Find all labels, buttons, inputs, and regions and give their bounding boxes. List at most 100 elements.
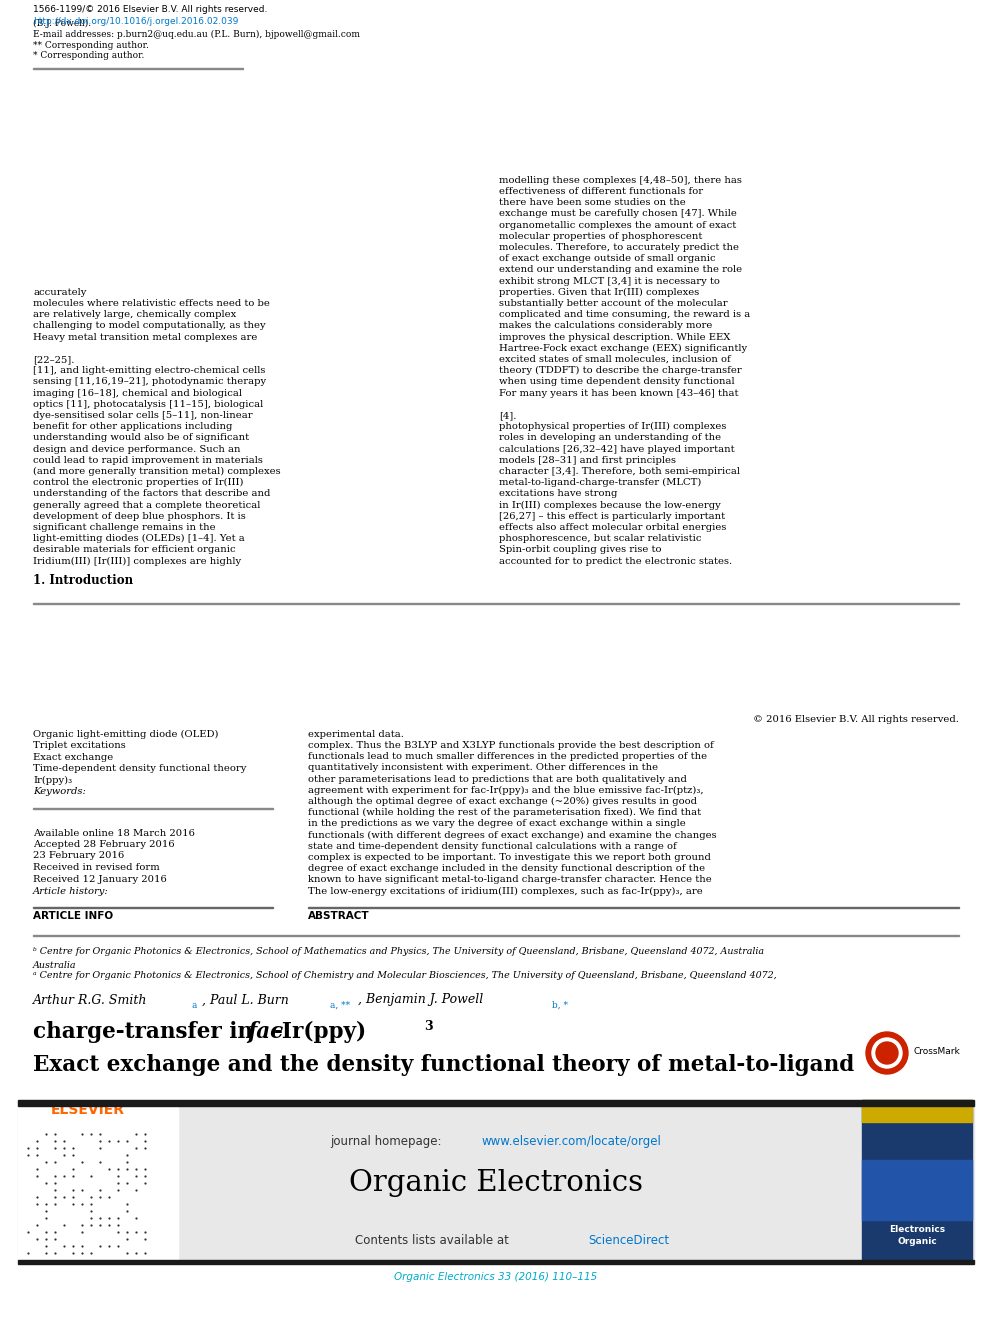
- Text: in the predictions as we vary the degree of exact exchange within a single: in the predictions as we vary the degree…: [308, 819, 685, 828]
- Text: ABSTRACT: ABSTRACT: [308, 912, 370, 921]
- Text: ELSEVIER: ELSEVIER: [51, 1103, 125, 1117]
- Text: quantitatively inconsistent with experiment. Other differences in the: quantitatively inconsistent with experim…: [308, 763, 658, 773]
- Bar: [862, 1099, 972, 1122]
- Text: excited states of small molecules, inclusion of: excited states of small molecules, inclu…: [499, 355, 731, 364]
- Text: accurately: accurately: [33, 287, 86, 296]
- Text: are relatively large, chemically complex: are relatively large, chemically complex: [33, 310, 236, 319]
- Text: extend our understanding and examine the role: extend our understanding and examine the…: [499, 266, 742, 274]
- Text: molecules where relativistic effects need to be: molecules where relativistic effects nee…: [33, 299, 270, 308]
- Text: Exact exchange and the density functional theory of metal-to-ligand: Exact exchange and the density functiona…: [33, 1054, 854, 1076]
- Text: E-mail addresses: p.burn2@uq.edu.au (P.L. Burn), bjpowell@gmail.com: E-mail addresses: p.burn2@uq.edu.au (P.L…: [33, 29, 360, 38]
- Text: Exact exchange: Exact exchange: [33, 753, 113, 762]
- Text: imaging [16–18], chemical and biological: imaging [16–18], chemical and biological: [33, 389, 242, 397]
- Text: www.elsevier.com/locate/orgel: www.elsevier.com/locate/orgel: [482, 1135, 662, 1147]
- Text: Received 12 January 2016: Received 12 January 2016: [33, 875, 167, 884]
- Text: The low-energy excitations of iridium(III) complexes, such as fac-Ir(ppy)₃, are: The low-energy excitations of iridium(II…: [308, 886, 702, 896]
- Text: Ir(ppy)₃: Ir(ppy)₃: [33, 775, 72, 785]
- Bar: [18, 1099, 178, 1259]
- Text: character [3,4]. Therefore, both semi-empirical: character [3,4]. Therefore, both semi-em…: [499, 467, 740, 476]
- Text: 3: 3: [424, 1020, 433, 1033]
- Text: Time-dependent density functional theory: Time-dependent density functional theory: [33, 763, 246, 773]
- Text: 23 February 2016: 23 February 2016: [33, 852, 124, 860]
- Text: ᵇ Centre for Organic Photonics & Electronics, School of Mathematics and Physics,: ᵇ Centre for Organic Photonics & Electro…: [33, 947, 764, 957]
- Text: , Paul L. Burn: , Paul L. Burn: [202, 994, 293, 1007]
- Text: design and device performance. Such an: design and device performance. Such an: [33, 445, 240, 454]
- Text: (B.J. Powell).: (B.J. Powell).: [33, 19, 91, 28]
- Text: there have been some studies on the: there have been some studies on the: [499, 198, 685, 208]
- Text: journal homepage:: journal homepage:: [330, 1135, 445, 1147]
- Text: ᵃ Centre for Organic Photonics & Electronics, School of Chemistry and Molecular : ᵃ Centre for Organic Photonics & Electro…: [33, 971, 777, 980]
- Text: control the electronic properties of Ir(III): control the electronic properties of Ir(…: [33, 478, 243, 487]
- Text: substantially better account of the molecular: substantially better account of the mole…: [499, 299, 727, 308]
- Text: -Ir(ppy): -Ir(ppy): [274, 1021, 367, 1043]
- Text: generally agreed that a complete theoretical: generally agreed that a complete theoret…: [33, 500, 260, 509]
- Text: functionals lead to much smaller differences in the predicted properties of the: functionals lead to much smaller differe…: [308, 751, 707, 761]
- Text: Hartree-Fock exact exchange (EEX) significantly: Hartree-Fock exact exchange (EEX) signif…: [499, 344, 747, 353]
- Text: Available online 18 March 2016: Available online 18 March 2016: [33, 828, 194, 837]
- Text: © 2016 Elsevier B.V. All rights reserved.: © 2016 Elsevier B.V. All rights reserved…: [753, 714, 959, 724]
- Text: Iridium(III) [Ir(III)] complexes are highly: Iridium(III) [Ir(III)] complexes are hig…: [33, 557, 241, 565]
- Text: optics [11], photocatalysis [11–15], biological: optics [11], photocatalysis [11–15], bio…: [33, 400, 263, 409]
- Text: could lead to rapid improvement in materials: could lead to rapid improvement in mater…: [33, 455, 263, 464]
- Text: functionals (with different degrees of exact exchange) and examine the changes: functionals (with different degrees of e…: [308, 831, 716, 840]
- Text: Heavy metal transition metal complexes are: Heavy metal transition metal complexes a…: [33, 332, 257, 341]
- Text: understanding of the factors that describe and: understanding of the factors that descri…: [33, 490, 271, 499]
- Text: roles in developing an understanding of the: roles in developing an understanding of …: [499, 434, 721, 442]
- Text: modelling these complexes [4,48–50], there has: modelling these complexes [4,48–50], the…: [499, 176, 742, 185]
- Text: For many years it has been known [43–46] that: For many years it has been known [43–46]…: [499, 389, 738, 397]
- Text: http://dx.doi.org/10.1016/j.orgel.2016.02.039: http://dx.doi.org/10.1016/j.orgel.2016.0…: [33, 16, 238, 25]
- Text: b, *: b, *: [552, 1000, 568, 1009]
- Text: Arthur R.G. Smith: Arthur R.G. Smith: [33, 994, 152, 1007]
- Text: a, **: a, **: [330, 1000, 350, 1009]
- Bar: [18, 1259, 974, 1263]
- Text: 1. Introduction: 1. Introduction: [33, 574, 133, 587]
- Text: theory (TDDFT) to describe the charge-transfer: theory (TDDFT) to describe the charge-tr…: [499, 366, 742, 376]
- Text: effects also affect molecular orbital energies: effects also affect molecular orbital en…: [499, 523, 726, 532]
- Text: dye-sensitised solar cells [5–11], non-linear: dye-sensitised solar cells [5–11], non-l…: [33, 411, 253, 419]
- Text: organometallic complexes the amount of exact: organometallic complexes the amount of e…: [499, 221, 736, 229]
- Text: known to have significant metal-to-ligand charge-transfer character. Hence the: known to have significant metal-to-ligan…: [308, 876, 711, 884]
- Text: Received in revised form: Received in revised form: [33, 863, 160, 872]
- Text: Organic light-emitting diode (OLED): Organic light-emitting diode (OLED): [33, 729, 218, 738]
- Text: effectiveness of different functionals for: effectiveness of different functionals f…: [499, 187, 703, 196]
- Text: Organic Electronics: Organic Electronics: [349, 1170, 643, 1197]
- Text: Keywords:: Keywords:: [33, 787, 86, 796]
- Text: models [28–31] and first principles: models [28–31] and first principles: [499, 455, 676, 464]
- Text: phosphorescence, but scalar relativistic: phosphorescence, but scalar relativistic: [499, 534, 701, 544]
- Text: Organic: Organic: [897, 1237, 936, 1245]
- Circle shape: [866, 1032, 908, 1074]
- Text: makes the calculations considerably more: makes the calculations considerably more: [499, 321, 712, 331]
- Text: Australia: Australia: [33, 960, 76, 970]
- Text: fac: fac: [247, 1021, 284, 1043]
- Text: complex is expected to be important. To investigate this we report both ground: complex is expected to be important. To …: [308, 853, 711, 861]
- Text: Electronics: Electronics: [889, 1225, 945, 1233]
- Text: [4].: [4].: [499, 411, 517, 419]
- Text: CrossMark: CrossMark: [913, 1046, 959, 1056]
- Text: significant challenge remains in the: significant challenge remains in the: [33, 523, 215, 532]
- Text: complex. Thus the B3LYP and X3LYP functionals provide the best description of: complex. Thus the B3LYP and X3LYP functi…: [308, 741, 714, 750]
- Text: state and time-dependent density functional calculations with a range of: state and time-dependent density functio…: [308, 841, 677, 851]
- Text: desirable materials for efficient organic: desirable materials for efficient organi…: [33, 545, 236, 554]
- Text: Triplet excitations: Triplet excitations: [33, 741, 126, 750]
- Text: [11], and light-emitting electro-chemical cells: [11], and light-emitting electro-chemica…: [33, 366, 266, 376]
- Text: degree of exact exchange included in the density functional description of the: degree of exact exchange included in the…: [308, 864, 705, 873]
- Text: Contents lists available at: Contents lists available at: [355, 1233, 513, 1246]
- Text: * Corresponding author.: * Corresponding author.: [33, 52, 145, 61]
- Circle shape: [872, 1039, 902, 1068]
- Text: light-emitting diodes (OLEDs) [1–4]. Yet a: light-emitting diodes (OLEDs) [1–4]. Yet…: [33, 534, 245, 544]
- Text: ARTICLE INFO: ARTICLE INFO: [33, 912, 113, 921]
- Text: accounted for to predict the electronic states.: accounted for to predict the electronic …: [499, 557, 732, 565]
- Text: calculations [26,32–42] have played important: calculations [26,32–42] have played impo…: [499, 445, 735, 454]
- Text: properties. Given that Ir(III) complexes: properties. Given that Ir(III) complexes: [499, 287, 699, 296]
- Text: molecular properties of phosphorescent: molecular properties of phosphorescent: [499, 232, 702, 241]
- Text: (and more generally transition metal) complexes: (and more generally transition metal) co…: [33, 467, 281, 476]
- Text: although the optimal degree of exact exchange (~20%) gives results in good: although the optimal degree of exact exc…: [308, 796, 697, 806]
- Text: improves the physical description. While EEX: improves the physical description. While…: [499, 332, 730, 341]
- Text: Organic Electronics 33 (2016) 110–115: Organic Electronics 33 (2016) 110–115: [395, 1271, 597, 1282]
- Text: ** Corresponding author.: ** Corresponding author.: [33, 41, 149, 49]
- Text: complicated and time consuming, the reward is a: complicated and time consuming, the rewa…: [499, 310, 750, 319]
- Text: Article history:: Article history:: [33, 886, 109, 896]
- Text: exchange must be carefully chosen [47]. While: exchange must be carefully chosen [47]. …: [499, 209, 737, 218]
- Text: 1566-1199/© 2016 Elsevier B.V. All rights reserved.: 1566-1199/© 2016 Elsevier B.V. All right…: [33, 4, 268, 13]
- Text: , Benjamin J. Powell: , Benjamin J. Powell: [358, 994, 487, 1007]
